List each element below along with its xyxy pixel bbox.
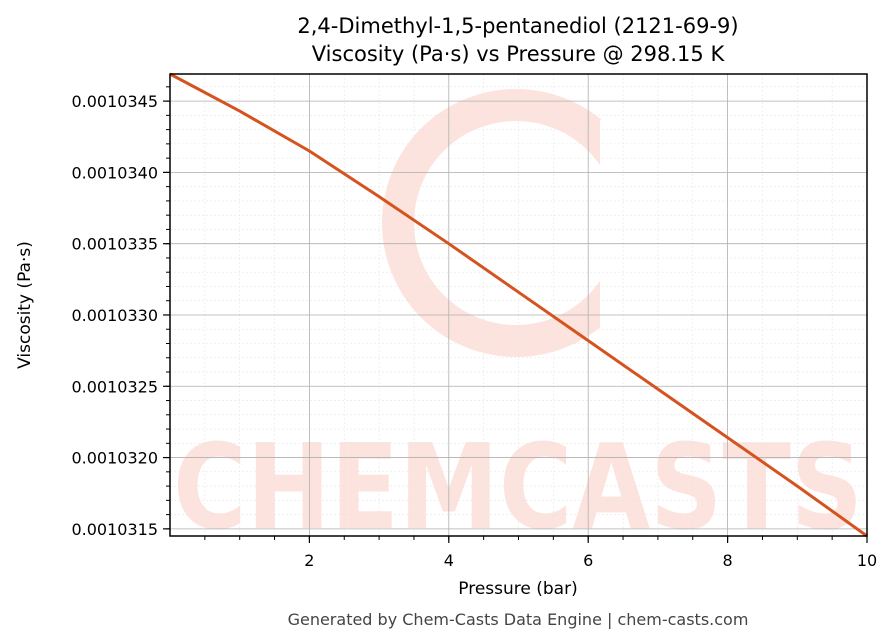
minor-grid: [170, 74, 867, 536]
y-tick-label: 0.0010325: [71, 377, 158, 396]
y-tick-label: 0.0010345: [71, 92, 158, 111]
series-layer: [169, 72, 868, 538]
x-axis-label: Pressure (bar): [458, 579, 577, 599]
x-tick-label: 6: [583, 551, 593, 570]
x-tick-label: 8: [723, 551, 733, 570]
y-tick-label: 0.0010340: [71, 163, 158, 182]
svg-text:CHEMCASTS: CHEMCASTS: [173, 418, 863, 556]
footer-credit: Generated by Chem-Casts Data Engine | ch…: [288, 610, 749, 629]
y-tick-label: 0.0010335: [71, 235, 158, 254]
chemcasts-watermark: CHEMCASTS: [173, 89, 863, 556]
x-tick-label: 2: [304, 551, 314, 570]
y-tick-label: 0.0010315: [71, 520, 158, 539]
chart-subtitle: Viscosity (Pa·s) vs Pressure @ 298.15 K: [312, 42, 726, 66]
y-axis-label: Viscosity (Pa·s): [15, 241, 35, 369]
y-tick-label: 0.0010320: [71, 449, 158, 468]
x-tick-label: 4: [444, 551, 454, 570]
x-axis-ticks: 2 4 6 8 10: [204, 536, 877, 570]
y-axis-ticks: 0.0010315 0.0010320 0.0010325 0.0010330 0.00…: [71, 86, 170, 539]
major-grid: [170, 74, 867, 536]
y-tick-label: 0.0010330: [71, 306, 158, 325]
x-tick-label: 10: [857, 551, 877, 570]
chart-title: 2,4-Dimethyl-1,5-pentanediol (2121-69-9): [297, 14, 738, 38]
viscosity-line: [169, 72, 868, 538]
